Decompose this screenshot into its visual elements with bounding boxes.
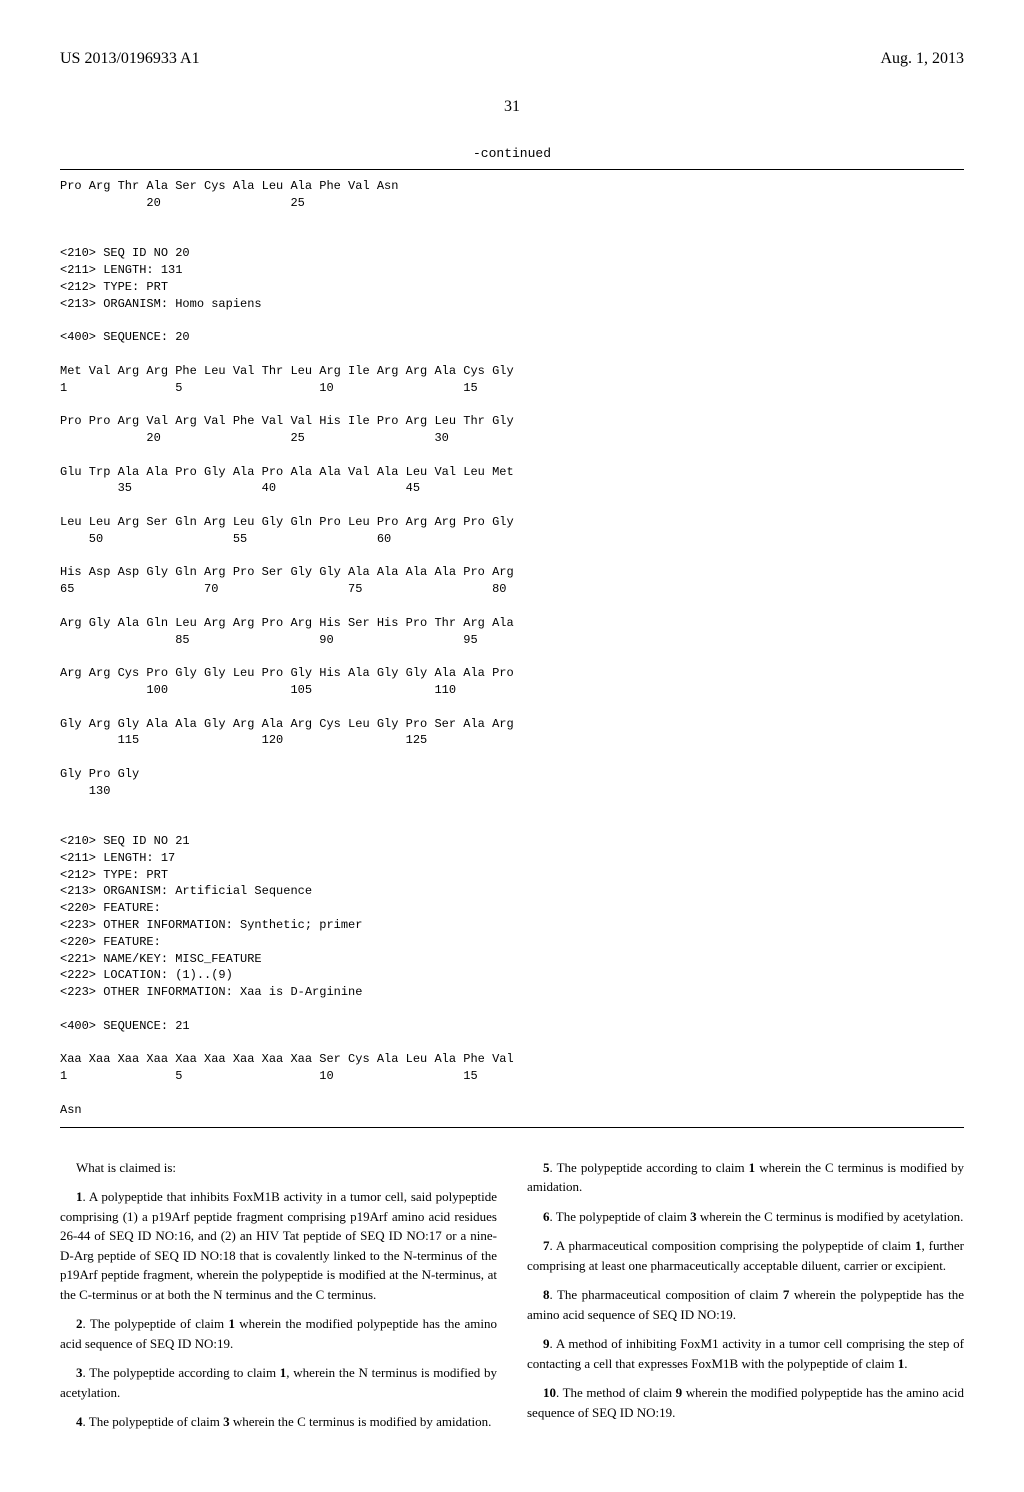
claim-8: 8. The pharmaceutical composition of cla… bbox=[527, 1285, 964, 1324]
claim-num-10: 10 bbox=[543, 1385, 556, 1400]
right-column: 5. The polypeptide according to claim 1 … bbox=[527, 1158, 964, 1442]
page-number: 31 bbox=[60, 98, 964, 116]
claim-4: 4. The polypeptide of claim 3 wherein th… bbox=[60, 1412, 497, 1432]
claim-text-6: . The polypeptide of claim bbox=[550, 1209, 691, 1224]
header-row: US 2013/0196933 A1 Aug. 1, 2013 bbox=[60, 50, 964, 68]
left-column: What is claimed is: 1. A polypeptide tha… bbox=[60, 1158, 497, 1442]
claim-10: 10. The method of claim 9 wherein the mo… bbox=[527, 1383, 964, 1422]
claim-text-1: . A polypeptide that inhibits FoxM1B act… bbox=[60, 1189, 497, 1302]
claim-rest-4: wherein the C terminus is modified by am… bbox=[230, 1414, 492, 1429]
claim-text-10: . The method of claim bbox=[556, 1385, 676, 1400]
sequence-listing: Pro Arg Thr Ala Ser Cys Ala Leu Ala Phe … bbox=[60, 169, 964, 1128]
claim-rest-6: wherein the C terminus is modified by ac… bbox=[697, 1209, 964, 1224]
claims-intro: What is claimed is: bbox=[60, 1158, 497, 1178]
claim-7: 7. A pharmaceutical composition comprisi… bbox=[527, 1236, 964, 1275]
claim-text-4: . The polypeptide of claim bbox=[83, 1414, 224, 1429]
claim-1: 1. A polypeptide that inhibits FoxM1B ac… bbox=[60, 1187, 497, 1304]
claim-9: 9. A method of inhibiting FoxM1 activity… bbox=[527, 1334, 964, 1373]
claim-text-8: . The pharmaceutical composition of clai… bbox=[550, 1287, 783, 1302]
claim-text-7: . A pharmaceutical composition comprisin… bbox=[550, 1238, 915, 1253]
claim-text-3: . The polypeptide according to claim bbox=[83, 1365, 280, 1380]
claim-text-5: . The polypeptide according to claim bbox=[550, 1160, 749, 1175]
claims-columns: What is claimed is: 1. A polypeptide tha… bbox=[60, 1158, 964, 1442]
claim-text-2: . The polypeptide of claim bbox=[83, 1316, 229, 1331]
claim-rest-9: . bbox=[904, 1356, 907, 1371]
publication-date: Aug. 1, 2013 bbox=[880, 50, 964, 68]
claim-6: 6. The polypeptide of claim 3 wherein th… bbox=[527, 1207, 964, 1227]
claim-5: 5. The polypeptide according to claim 1 … bbox=[527, 1158, 964, 1197]
claim-3: 3. The polypeptide according to claim 1,… bbox=[60, 1363, 497, 1402]
continued-label: -continued bbox=[60, 146, 964, 161]
publication-number: US 2013/0196933 A1 bbox=[60, 50, 200, 68]
